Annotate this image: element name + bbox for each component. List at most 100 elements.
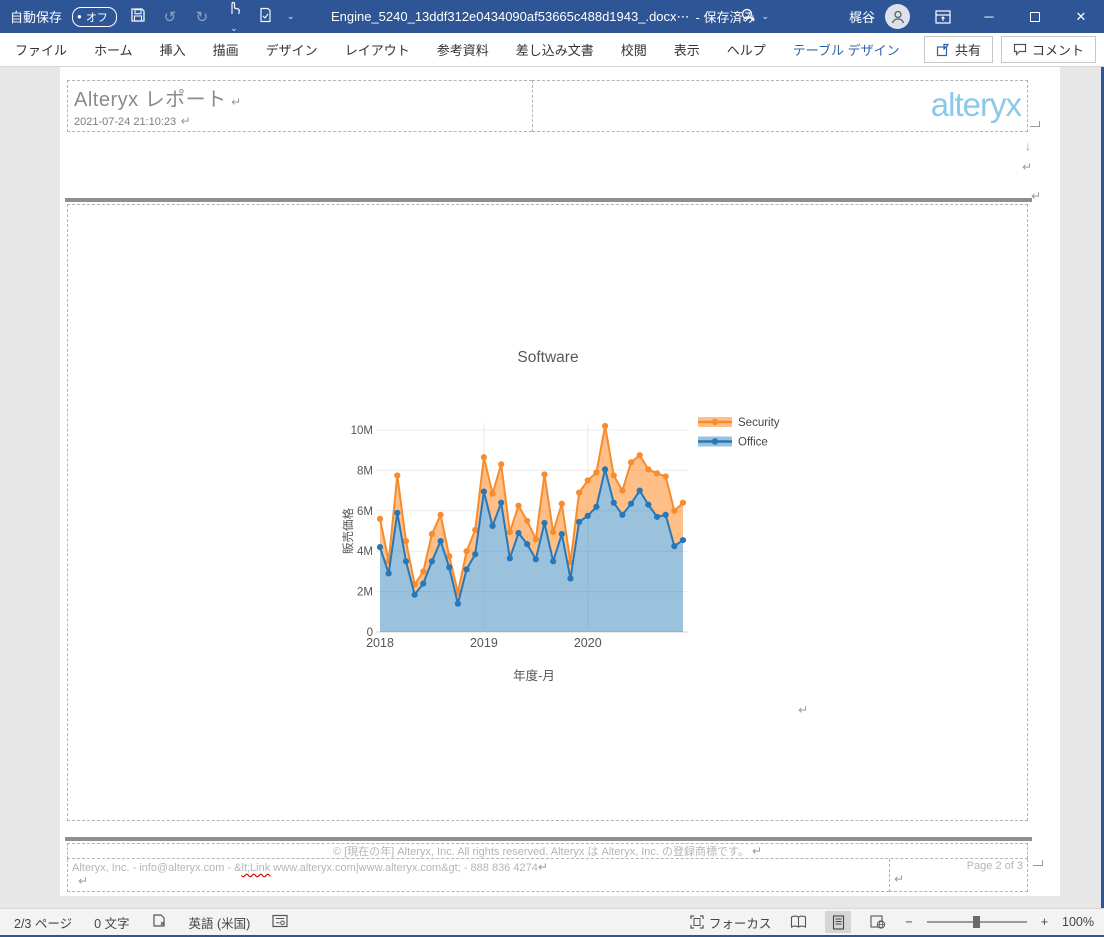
title-dropdown-icon[interactable]: ⌄ bbox=[761, 11, 770, 21]
footer-contact-misspelling: lt;Link bbox=[241, 862, 271, 874]
ribbon-tab-bar: ファイル ホーム 挿入 描画 デザイン レイアウト 参考資料 差し込み文書 校閲 表示 ヘルプ テーブ… bbox=[0, 33, 1104, 67]
security-marker bbox=[463, 548, 470, 555]
table-resize-handle[interactable] bbox=[1033, 860, 1043, 866]
redo-button[interactable]: ↻ bbox=[191, 8, 213, 26]
zoom-in-button[interactable]: + bbox=[1040, 915, 1049, 929]
tab-描画[interactable]: 描画 bbox=[212, 43, 239, 58]
tab-差し込み文書[interactable]: 差し込み文書 bbox=[515, 43, 594, 58]
y-tick-label: 0 bbox=[367, 627, 373, 639]
office-marker bbox=[489, 522, 496, 530]
paragraph-return-mark: ↵ bbox=[1031, 189, 1042, 203]
search-button[interactable] bbox=[737, 7, 759, 26]
search-icon bbox=[741, 8, 755, 22]
print-layout-button[interactable] bbox=[825, 911, 852, 933]
footer-copyright: © [現在の年] Alteryx, Inc. All rights reserv… bbox=[332, 846, 749, 858]
security-marker bbox=[627, 459, 635, 466]
tab-校閲[interactable]: 校閲 bbox=[620, 43, 647, 58]
page-indicator[interactable]: 2/3 ページ bbox=[14, 916, 73, 931]
redo-icon: ↻ bbox=[195, 8, 209, 26]
undo-button[interactable]: ↺ bbox=[159, 8, 181, 26]
comment-icon bbox=[1013, 43, 1027, 56]
header-cell-logo[interactable]: alteryx bbox=[532, 80, 1028, 132]
office-marker bbox=[524, 541, 531, 548]
qat-customize-button[interactable]: ⌄ bbox=[287, 11, 295, 22]
minimize-button[interactable]: ─ bbox=[966, 0, 1012, 33]
office-marker bbox=[576, 518, 583, 526]
footer-contact-cell: Alteryx, Inc. - info@alteryx.com - &lt;L… bbox=[67, 859, 889, 892]
table-resize-handle[interactable] bbox=[1030, 121, 1040, 127]
header-table[interactable]: Alteryx レポート ↵ 2021-07-24 21:10:23 ↵ alt… bbox=[67, 80, 1028, 132]
tab-デザイン[interactable]: デザイン bbox=[265, 43, 318, 58]
status-bar: 2/3 ページ 0 文字 英語 (米国) フォーカス bbox=[0, 908, 1104, 937]
office-marker bbox=[619, 511, 626, 518]
zoom-slider[interactable] bbox=[926, 916, 1027, 928]
undo-icon: ↺ bbox=[163, 8, 177, 26]
ribbon-display-options-button[interactable] bbox=[920, 0, 966, 33]
spellcheck-icon bbox=[152, 914, 165, 927]
tab-挿入[interactable]: 挿入 bbox=[159, 43, 186, 58]
security-marker bbox=[402, 538, 410, 545]
alteryx-logo: alteryx bbox=[930, 86, 1022, 123]
office-marker bbox=[671, 543, 678, 550]
office-marker bbox=[636, 487, 643, 494]
autosave-toggle[interactable]: ● オフ bbox=[72, 6, 117, 27]
y-tick-label: 8M bbox=[357, 465, 373, 477]
zoom-out-button[interactable]: − bbox=[905, 915, 913, 929]
office-marker bbox=[428, 558, 436, 565]
security-marker bbox=[420, 568, 427, 575]
word-count[interactable]: 0 文字 bbox=[94, 916, 130, 931]
user-name[interactable]: 梶谷 bbox=[848, 10, 875, 25]
zoom-slider-thumb[interactable] bbox=[972, 916, 980, 928]
y-tick-label: 10M bbox=[351, 425, 373, 437]
paragraph-return-mark: ↵ bbox=[537, 860, 548, 874]
focus-mode-button[interactable]: フォーカス bbox=[690, 913, 771, 932]
header-cell-title[interactable]: Alteryx レポート ↵ 2021-07-24 21:10:23 ↵ bbox=[67, 80, 532, 132]
office-marker bbox=[420, 580, 427, 587]
office-marker bbox=[532, 556, 539, 563]
print-preview-button[interactable] bbox=[255, 7, 277, 26]
tab-ヘルプ[interactable]: ヘルプ bbox=[726, 43, 766, 58]
tab-ホーム[interactable]: ホーム bbox=[94, 43, 133, 58]
tab-レイアウト[interactable]: レイアウト bbox=[344, 43, 410, 58]
x-axis-title: 年度-月 bbox=[513, 668, 555, 683]
close-icon: ✕ bbox=[1075, 8, 1087, 24]
tab-表示[interactable]: 表示 bbox=[673, 43, 700, 58]
saved-status[interactable]: - 保存済み bbox=[695, 10, 756, 25]
paragraph-return-mark: ↵ bbox=[798, 703, 809, 717]
office-marker bbox=[394, 509, 401, 516]
touch-mouse-mode-button[interactable]: ⌄ bbox=[223, 0, 245, 34]
chevron-down-icon: ⌄ bbox=[286, 11, 295, 21]
share-label: 共有 bbox=[954, 43, 981, 58]
office-marker bbox=[593, 503, 600, 510]
office-marker bbox=[376, 544, 384, 551]
maximize-icon bbox=[1030, 11, 1040, 22]
language-indicator[interactable]: 英語 (米国) bbox=[188, 916, 251, 931]
close-button[interactable]: ✕ bbox=[1058, 0, 1104, 33]
avatar[interactable] bbox=[885, 4, 910, 29]
spellcheck-button[interactable] bbox=[152, 913, 167, 931]
zoom-level[interactable]: 100% bbox=[1062, 915, 1094, 929]
maximize-button[interactable] bbox=[1012, 0, 1058, 33]
security-marker bbox=[532, 535, 539, 543]
tab-ファイル[interactable]: ファイル bbox=[15, 43, 68, 58]
tab-テーブル デザイン[interactable]: テーブル デザイン bbox=[792, 43, 900, 58]
footer-table[interactable]: © [現在の年] Alteryx, Inc. All rights reserv… bbox=[67, 843, 1028, 892]
web-layout-button[interactable] bbox=[865, 911, 891, 933]
paragraph-return-mark: ↵ bbox=[894, 872, 905, 886]
security-marker bbox=[671, 507, 678, 514]
ime-mode-button[interactable] bbox=[272, 914, 288, 931]
document-canvas[interactable]: Alteryx レポート ↵ 2021-07-24 21:10:23 ↵ alt… bbox=[0, 67, 1104, 908]
security-marker bbox=[636, 452, 643, 459]
comments-button[interactable]: コメント bbox=[1000, 36, 1096, 63]
office-marker bbox=[610, 499, 617, 506]
document-page[interactable]: Alteryx レポート ↵ 2021-07-24 21:10:23 ↵ alt… bbox=[60, 67, 1060, 896]
security-marker bbox=[480, 454, 487, 461]
tab-参考資料[interactable]: 参考資料 bbox=[436, 43, 489, 58]
save-button[interactable] bbox=[127, 7, 149, 26]
share-button[interactable]: 共有 bbox=[923, 36, 993, 63]
read-mode-button[interactable] bbox=[785, 911, 811, 933]
security-marker bbox=[437, 511, 444, 518]
content-table[interactable]: ↵ bbox=[67, 204, 1028, 821]
save-icon bbox=[131, 8, 145, 22]
office-marker bbox=[550, 558, 557, 565]
